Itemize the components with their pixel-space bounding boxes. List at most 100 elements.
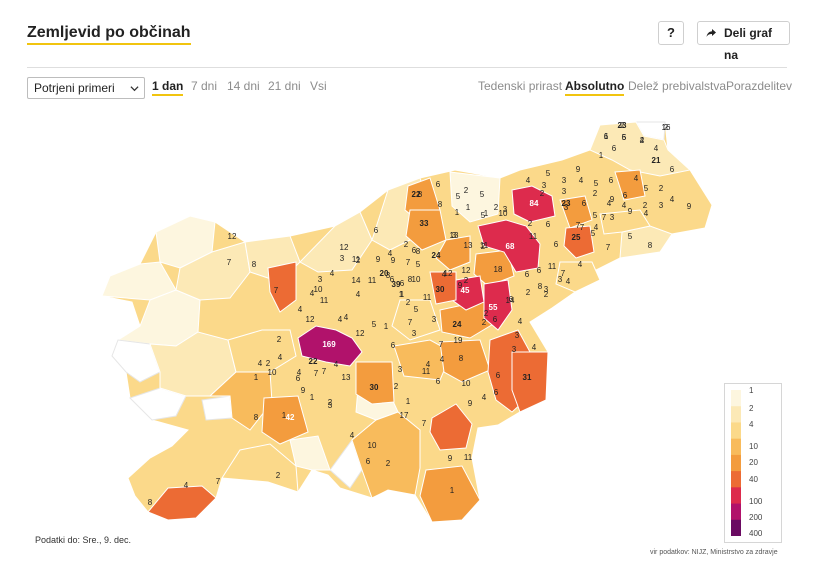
municipality-count-label: 3 <box>610 213 615 222</box>
tab-21-dni[interactable]: 21 dni <box>268 79 301 93</box>
municipality-count-label: 2 <box>620 121 625 130</box>
share-button[interactable]: Deli graf na <box>697 21 790 62</box>
municipality-count-label: 5 <box>480 190 485 199</box>
data-date-note: Podatki do: Sre., 9. dec. <box>35 535 132 545</box>
municipality-count-label: 6 <box>612 144 617 153</box>
municipality-count-label: 2 <box>494 203 499 212</box>
municipality-count-label: 24 <box>453 320 462 329</box>
municipality-count-label: 13 <box>450 231 459 240</box>
municipality-count-label: 5 <box>416 260 421 269</box>
municipality-count-label: 30 <box>370 383 379 392</box>
municipality-count-label: 2 <box>277 335 282 344</box>
municipality-count-label: 11 <box>529 232 538 241</box>
tab-tedenski-prirast[interactable]: Tedenski prirast <box>478 79 563 93</box>
municipality-count-label: 4 <box>578 260 583 269</box>
region-pale-ne <box>449 171 501 223</box>
municipality-count-label: 11 <box>368 276 377 285</box>
municipality-count-label: 6 <box>391 341 396 350</box>
municipality-count-label: 3 <box>398 365 403 374</box>
tab-absolutno[interactable]: Absolutno <box>565 79 625 96</box>
municipality-count-label: 1 <box>450 486 455 495</box>
metric-select[interactable]: Potrjeni primeri <box>27 77 145 99</box>
municipality-count-label: 7 <box>422 419 427 428</box>
municipality-count-label: 7 <box>561 269 566 278</box>
region-r-30 <box>429 271 457 305</box>
municipality-count-label: 17 <box>400 411 409 420</box>
tab-porazdelitev[interactable]: Porazdelitev <box>726 79 793 93</box>
tab-vsi[interactable]: Vsi <box>310 79 327 93</box>
municipality-count-label: 6 <box>537 266 542 275</box>
municipality-count-label: 2 <box>266 359 271 368</box>
municipality-count-label: 2 <box>276 471 281 480</box>
municipality-count-label: 3 <box>544 285 549 294</box>
municipality-count-label: 4 <box>607 199 612 208</box>
municipality-count-label: 6 <box>509 295 514 304</box>
municipality-count-label: 4 <box>338 315 343 324</box>
region-r-ljubljana <box>297 325 363 367</box>
municipality-count-label: 12 <box>462 266 471 275</box>
municipality-count-label: 6 <box>546 220 551 229</box>
municipality-count-label: 42 <box>286 413 295 422</box>
municipality-count-label: 12 <box>306 315 315 324</box>
region-y-5 <box>589 121 692 177</box>
municipality-count-label: 7 <box>314 369 319 378</box>
municipality-count-label: 8 <box>148 498 153 507</box>
map-regions <box>101 121 713 523</box>
municipality-count-label: 9 <box>301 386 306 395</box>
region-o-11 <box>429 403 473 451</box>
municipality-count-label: 21 <box>652 156 661 165</box>
tab-14-dni[interactable]: 14 dni <box>227 79 260 93</box>
municipality-count-label: 1 <box>604 132 609 141</box>
municipality-count-label: 10 <box>368 441 377 450</box>
tab-1-dan[interactable]: 1 dan <box>152 79 184 96</box>
municipality-count-label: 9 <box>458 281 463 290</box>
municipality-count-label: 9 <box>628 207 633 216</box>
region-white-2 <box>129 387 187 421</box>
municipality-count-label: 2 <box>464 276 469 285</box>
municipality-count-label: 3 <box>432 315 437 324</box>
municipality-count-label: 4 <box>532 343 537 352</box>
municipality-count-label: 1 <box>254 373 259 382</box>
help-button[interactable]: ? <box>658 21 684 45</box>
region-o-10 <box>511 351 549 413</box>
municipality-count-label: 13 <box>464 241 473 250</box>
region-r-84 <box>511 185 556 223</box>
region-m-5 <box>391 299 441 341</box>
municipality-count-label: 6 <box>296 374 301 383</box>
municipality-count-label: 169 <box>322 340 336 349</box>
municipality-count-label: 45 <box>461 286 470 295</box>
municipality-count-label: 23 <box>618 121 627 130</box>
municipality-count-label: 30 <box>436 285 445 294</box>
share-button-label: Deli graf na <box>724 26 773 62</box>
legend-label: 1 <box>749 386 754 395</box>
municipality-count-label: 7 <box>216 477 221 486</box>
municipality-count-label: 3 <box>542 181 547 190</box>
legend-label: 200 <box>749 513 763 522</box>
municipality-count-label: 6 <box>609 176 614 185</box>
tab-delez-prebivalstva[interactable]: Delež prebivalstva <box>628 79 727 93</box>
municipality-count-label: 6 <box>493 315 498 324</box>
municipality-count-label: 7 <box>439 340 444 349</box>
municipality-count-label: 4 <box>356 290 361 299</box>
municipality-count-label: 4 <box>426 360 431 369</box>
municipality-count-label: 1 <box>406 397 411 406</box>
municipality-count-label: 10 <box>462 379 471 388</box>
municipality-count-label: 1 <box>400 290 405 299</box>
municipality-count-label: 22 <box>309 357 318 366</box>
municipality-count-label: 3 <box>564 203 569 212</box>
tab-7-dni[interactable]: 7 dni <box>191 79 218 93</box>
municipality-count-label: 4 <box>566 277 571 286</box>
municipality-count-label: 4 <box>334 360 339 369</box>
municipality-count-label: 2 <box>464 186 469 195</box>
municipality-count-label: 5 <box>628 232 633 241</box>
municipality-count-label: 11 <box>422 367 431 376</box>
municipality-count-label: 1 <box>384 322 389 331</box>
municipality-count-label: 2 <box>659 184 664 193</box>
legend-label: 20 <box>749 458 758 467</box>
page-title: Zemljevid po občinah <box>27 24 191 45</box>
municipality-count-label: 6 <box>582 199 587 208</box>
municipality-count-label: 6 <box>390 275 395 284</box>
municipality-count-label: 4 <box>350 431 355 440</box>
legend-color-ramp <box>731 390 741 536</box>
